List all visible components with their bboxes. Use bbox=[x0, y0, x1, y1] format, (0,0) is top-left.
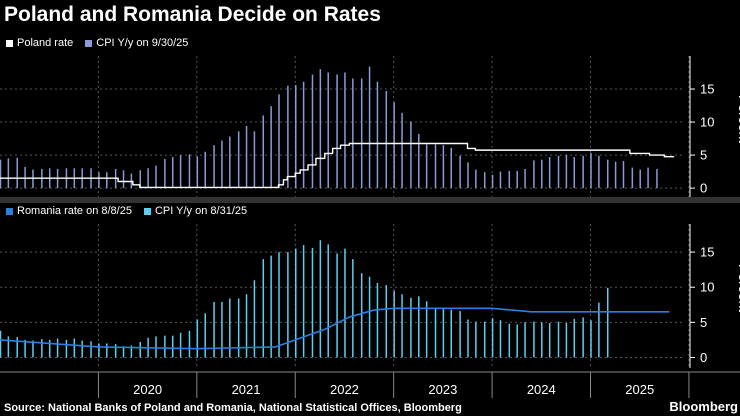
legend-label-romania-cpi: CPI Y/y on 8/31/25 bbox=[154, 205, 248, 217]
poland-ytick-label-0: 0 bbox=[700, 181, 707, 196]
x-tick-label-2020: 2020 bbox=[133, 382, 162, 397]
romania-rate-line bbox=[0, 307, 670, 350]
legend-item-poland-cpi: CPI Y/y on 9/30/25 bbox=[85, 37, 188, 49]
romania-legend: Romania rate on 8/8/25 CPI Y/y on 8/31/2… bbox=[6, 205, 247, 217]
poland-rate-swatch bbox=[6, 39, 13, 47]
romania-ytick-label-10: 10 bbox=[700, 280, 714, 295]
page-title: Poland and Romania Decide on Rates bbox=[4, 3, 381, 26]
poland-ytick-label-5: 5 bbox=[700, 148, 707, 163]
x-tick-label-2025: 2025 bbox=[625, 382, 654, 397]
poland-legend: Poland rate CPI Y/y on 9/30/25 bbox=[6, 37, 188, 49]
legend-label-poland-cpi: CPI Y/y on 9/30/25 bbox=[96, 37, 189, 49]
legend-item-romania-cpi: CPI Y/y on 8/31/25 bbox=[143, 205, 248, 217]
romania-cpi-swatch bbox=[143, 207, 151, 215]
romania-ytick-label-0: 0 bbox=[700, 350, 707, 365]
x-tick-label-2022: 2022 bbox=[330, 382, 359, 397]
poland-ytick-label-15: 15 bbox=[700, 82, 714, 97]
romania-ytick-label-5: 5 bbox=[700, 315, 707, 330]
romania-rate-swatch bbox=[6, 207, 13, 215]
romania-ylabel: Percent bbox=[736, 264, 740, 312]
x-tick-label-2023: 2023 bbox=[428, 382, 457, 397]
legend-label-poland-rate: Poland rate bbox=[17, 37, 74, 49]
poland-cpi-swatch bbox=[85, 39, 93, 47]
poland-rate-line bbox=[0, 142, 675, 189]
poland-ytick-label-10: 10 bbox=[700, 115, 714, 130]
legend-label-romania-rate: Romania rate on 8/8/25 bbox=[17, 205, 132, 217]
x-tick-label-2021: 2021 bbox=[232, 382, 261, 397]
source-note: Source: National Banks of Poland and Rom… bbox=[4, 402, 462, 414]
x-tick-label-2024: 2024 bbox=[527, 382, 556, 397]
brand-logo: Bloomberg bbox=[669, 399, 738, 414]
poland-ylabel: Percent bbox=[736, 95, 740, 143]
romania-ytick-label-15: 15 bbox=[700, 245, 714, 260]
legend-item-poland-rate: Poland rate bbox=[6, 37, 73, 49]
legend-item-romania-rate: Romania rate on 8/8/25 bbox=[6, 205, 132, 217]
